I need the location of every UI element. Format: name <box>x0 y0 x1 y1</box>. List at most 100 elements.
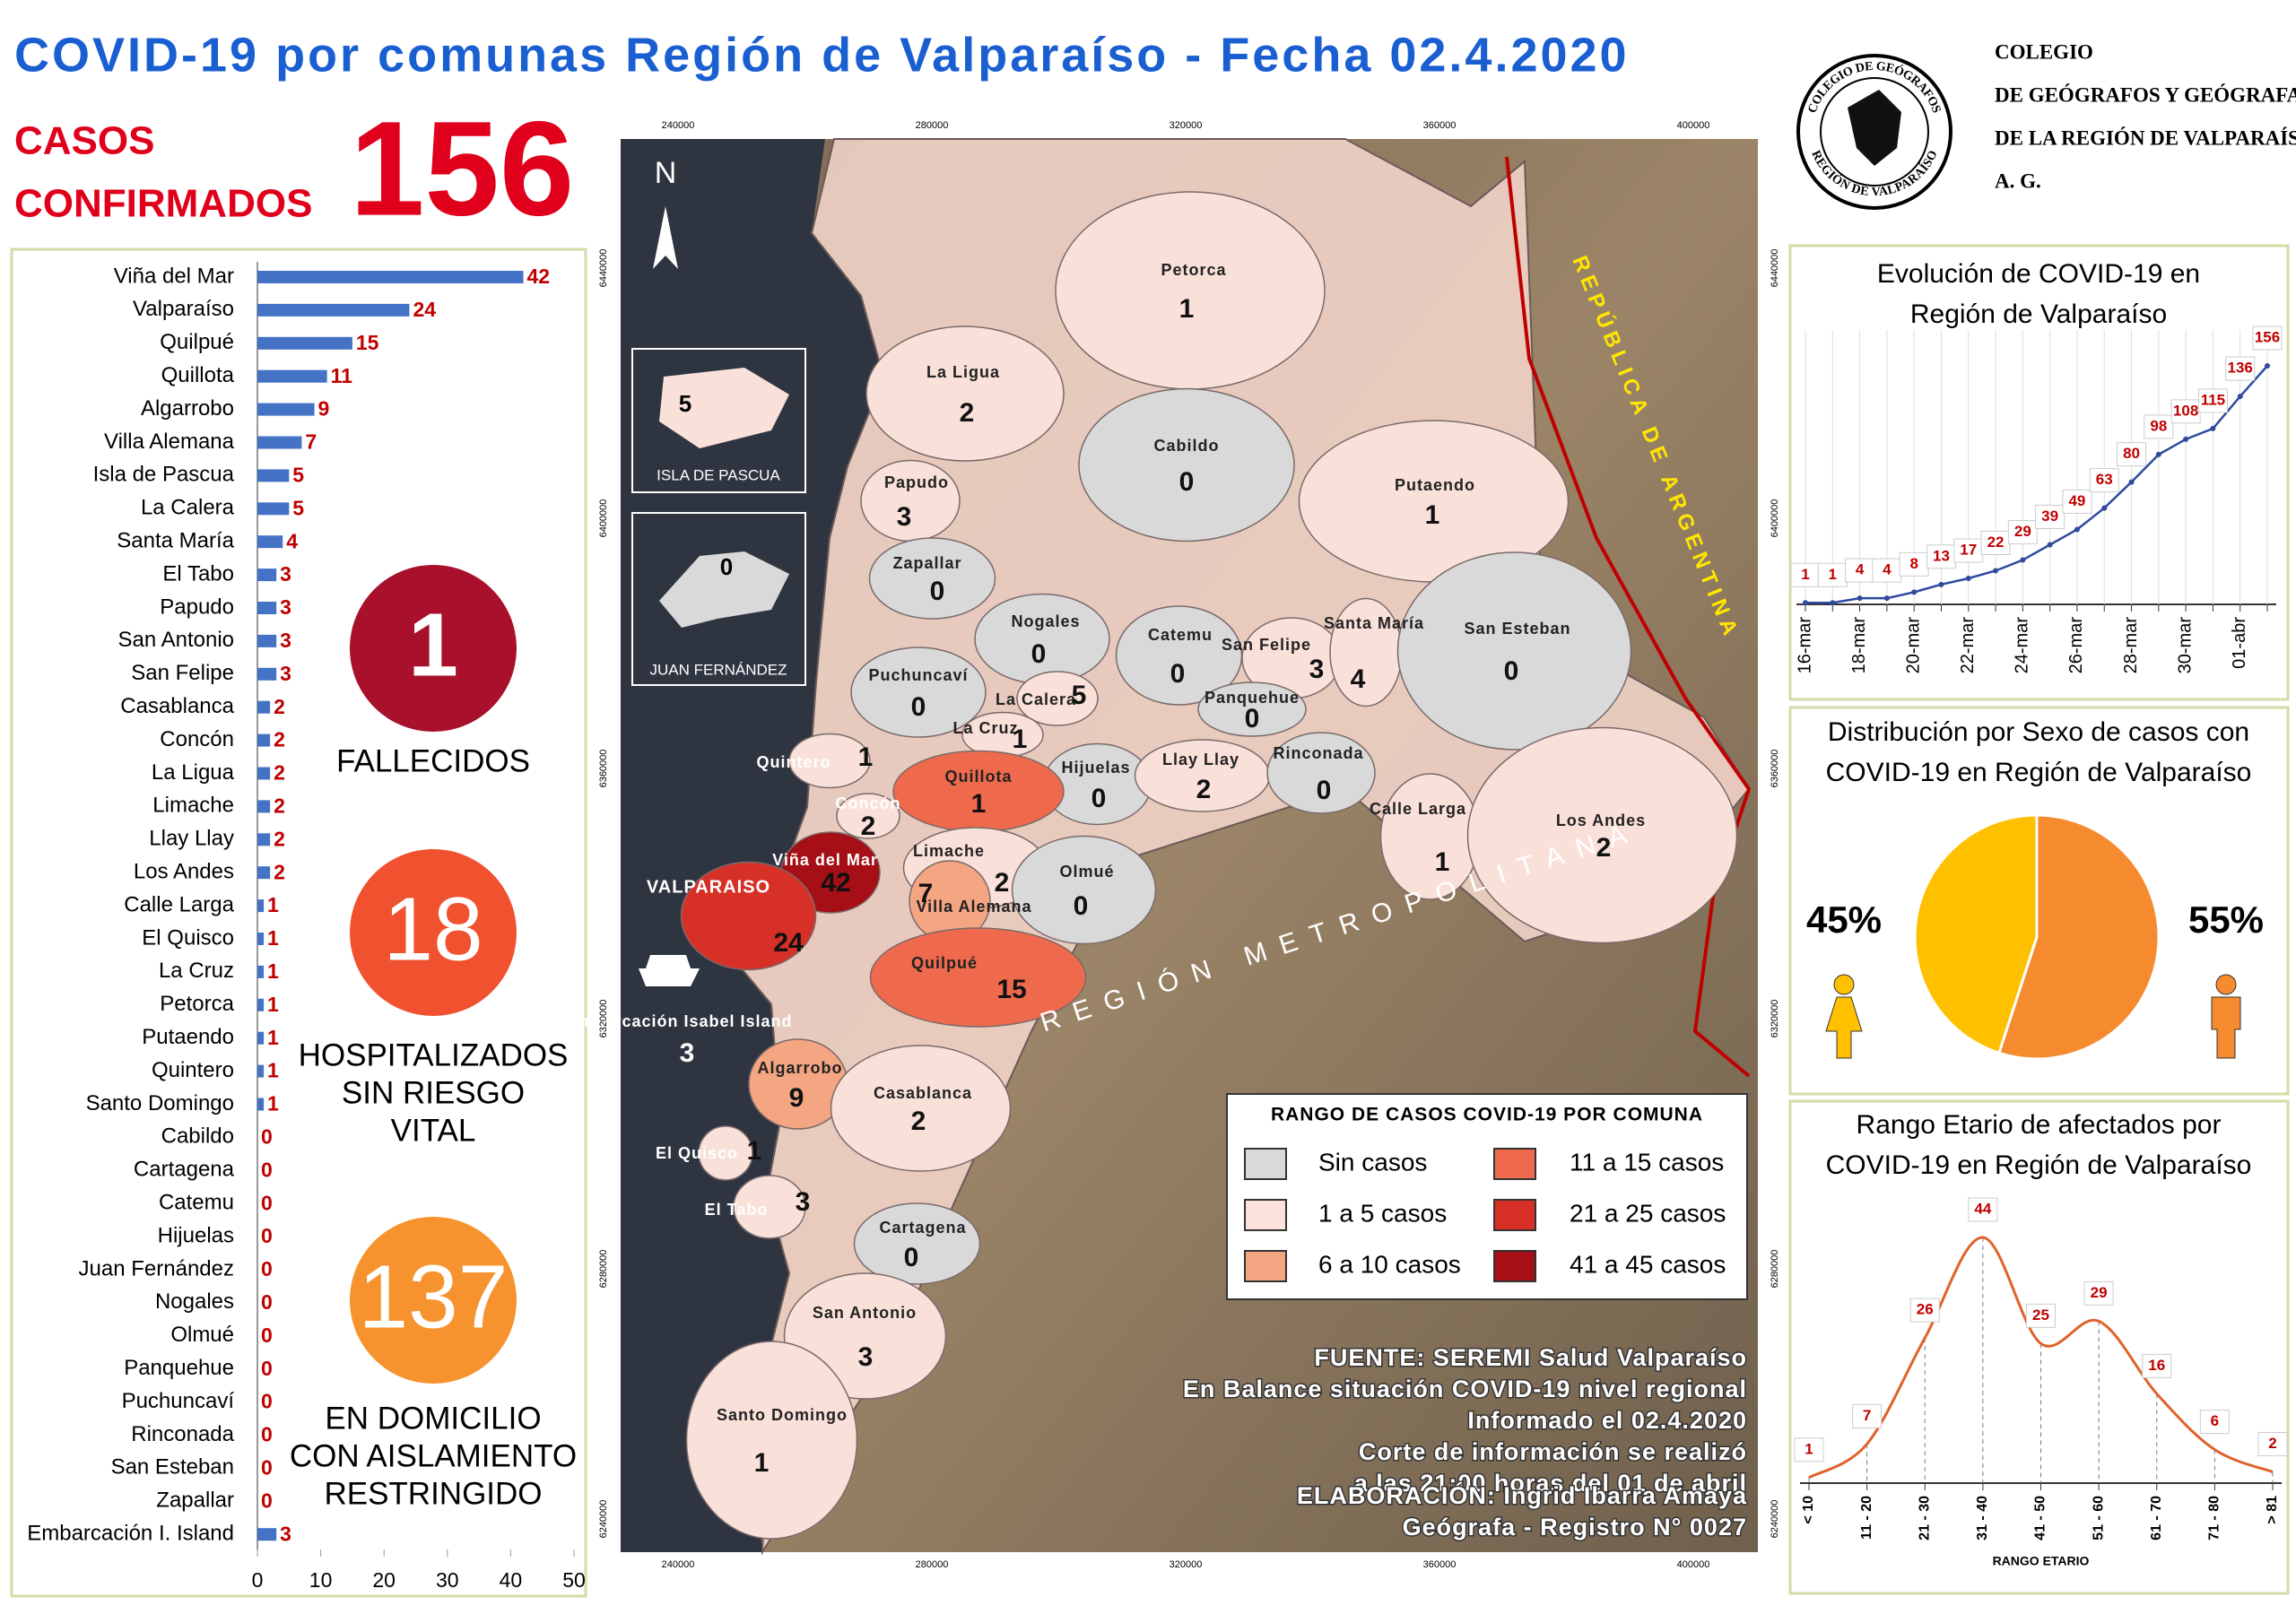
y-tick-label: San Antonio <box>118 628 234 652</box>
value-label: 1 <box>267 959 279 983</box>
label-box <box>1790 562 1821 587</box>
value-label: 0 <box>261 1191 273 1214</box>
commune-area <box>1055 191 1326 390</box>
map-x-tick: 360000 <box>1423 120 1457 131</box>
logo-text: A. G. <box>1995 169 2041 192</box>
map-y-tick: 6280000 <box>1770 1250 1780 1289</box>
value-label: 26 <box>1917 1301 1934 1318</box>
y-tick-label: Valparaíso <box>133 297 234 321</box>
chart-title: Región de Valparaíso <box>1910 299 2167 329</box>
value-label: 98 <box>2150 417 2167 434</box>
stat-label: HOSPITALIZADOS <box>299 1037 569 1072</box>
x-tick-label: 30-mar <box>2175 617 2195 674</box>
person-icon <box>1825 996 1863 1059</box>
value-label: 9 <box>318 397 330 421</box>
value-label: 3 <box>280 629 291 652</box>
bar <box>257 1098 265 1111</box>
ship-icon <box>639 955 700 986</box>
map-label: Casablanca <box>874 1084 972 1102</box>
label-box <box>2142 1353 2172 1378</box>
map-label: La Cruz <box>952 719 1018 737</box>
map-label: Hijuelas <box>1061 759 1130 777</box>
value-label: 2 <box>274 794 285 817</box>
source-text: Corte de información se realizó <box>1359 1438 1747 1465</box>
value-label: 0 <box>261 1390 273 1413</box>
y-tick-label: Isla de Pascua <box>93 463 235 487</box>
map-label: El Quisco <box>656 1144 738 1162</box>
bar-panel <box>10 247 587 1598</box>
value-label: 5 <box>292 463 304 486</box>
value-label: 3 <box>280 595 291 619</box>
bar <box>257 1031 265 1045</box>
bar <box>257 767 271 780</box>
point <box>1883 595 1890 602</box>
value-label: 17 <box>1960 541 1977 558</box>
y-tick-label: Concón <box>160 727 234 751</box>
value-label: 6 <box>2211 1412 2219 1429</box>
map-y-tick: 6320000 <box>1770 1000 1780 1038</box>
x-tick-label: 28-mar <box>2121 617 2141 674</box>
value-label: 2 <box>274 761 285 785</box>
label-box <box>2117 442 2147 467</box>
map-x-tick: 240000 <box>662 1559 695 1570</box>
map-value: 2 <box>861 812 876 841</box>
map-value: 24 <box>773 928 804 958</box>
map-y-tick: 6400000 <box>1770 499 1780 538</box>
x-tick-label: 0 <box>252 1568 264 1592</box>
value-label: 0 <box>261 1324 273 1347</box>
stat-circle <box>350 849 517 1016</box>
legend-label: 21 a 25 casos <box>1570 1199 1726 1227</box>
map-label: Viña del Mar <box>772 851 878 869</box>
label-box <box>2026 1303 2056 1328</box>
logo-ring <box>1820 77 1929 187</box>
point <box>2020 557 2026 563</box>
map-label: Petorca <box>1161 261 1226 279</box>
inset-frame <box>631 512 806 686</box>
commune-area <box>853 1202 981 1285</box>
map-value: 1 <box>1013 725 1028 754</box>
map-x-tick: 320000 <box>1170 1559 1203 1570</box>
map-label: Embarcación Isabel Island <box>567 1012 792 1030</box>
commune-area <box>869 927 1087 1028</box>
map-label: Quilpué <box>911 954 978 972</box>
commune-area <box>850 647 987 738</box>
map-value: 0 <box>1504 656 1519 686</box>
x-tick-label: 10 <box>309 1568 333 1592</box>
map-label: San Esteban <box>1464 620 1570 638</box>
map-value: 2 <box>960 398 975 428</box>
map-label: El Tabo <box>705 1201 769 1219</box>
commune-area <box>733 1175 806 1239</box>
value-label: 0 <box>261 1158 273 1181</box>
value-label: 0 <box>261 1455 273 1479</box>
map-value: 3 <box>1309 655 1325 684</box>
label-box <box>1794 1437 1824 1462</box>
y-tick-label: Llay Llay <box>149 827 234 851</box>
label-box <box>2170 399 2201 424</box>
map-value: 9 <box>789 1083 804 1113</box>
y-tick-label: La Ligua <box>152 760 235 785</box>
value-label: 0 <box>261 1257 273 1280</box>
sex-panel <box>1788 706 2290 1096</box>
map-value: 0 <box>904 1243 919 1272</box>
logo-text: COLEGIO <box>1995 40 2093 63</box>
map-y-tick: 6240000 <box>598 1500 609 1539</box>
chart-title: Rango Etario de afectados por <box>1857 1110 2222 1140</box>
value-label: 25 <box>2032 1306 2049 1324</box>
map-x-tick: 320000 <box>1170 120 1203 131</box>
map-label: Llay Llay <box>1162 751 1239 768</box>
stat-value: 18 <box>383 879 483 979</box>
point <box>1993 568 1999 574</box>
legend-swatch <box>1244 1199 1287 1231</box>
value-label: 5 <box>292 496 304 519</box>
value-label: 15 <box>356 331 379 354</box>
legend-label: Sin casos <box>1318 1148 1427 1176</box>
value-label: 4 <box>1856 561 1865 578</box>
bar <box>257 369 327 383</box>
label-box <box>1980 530 2011 555</box>
person-icon <box>2211 996 2241 1059</box>
map-value: 1 <box>1179 294 1195 324</box>
point <box>2237 394 2243 400</box>
label-box <box>2225 356 2256 381</box>
inset-island <box>659 368 789 448</box>
